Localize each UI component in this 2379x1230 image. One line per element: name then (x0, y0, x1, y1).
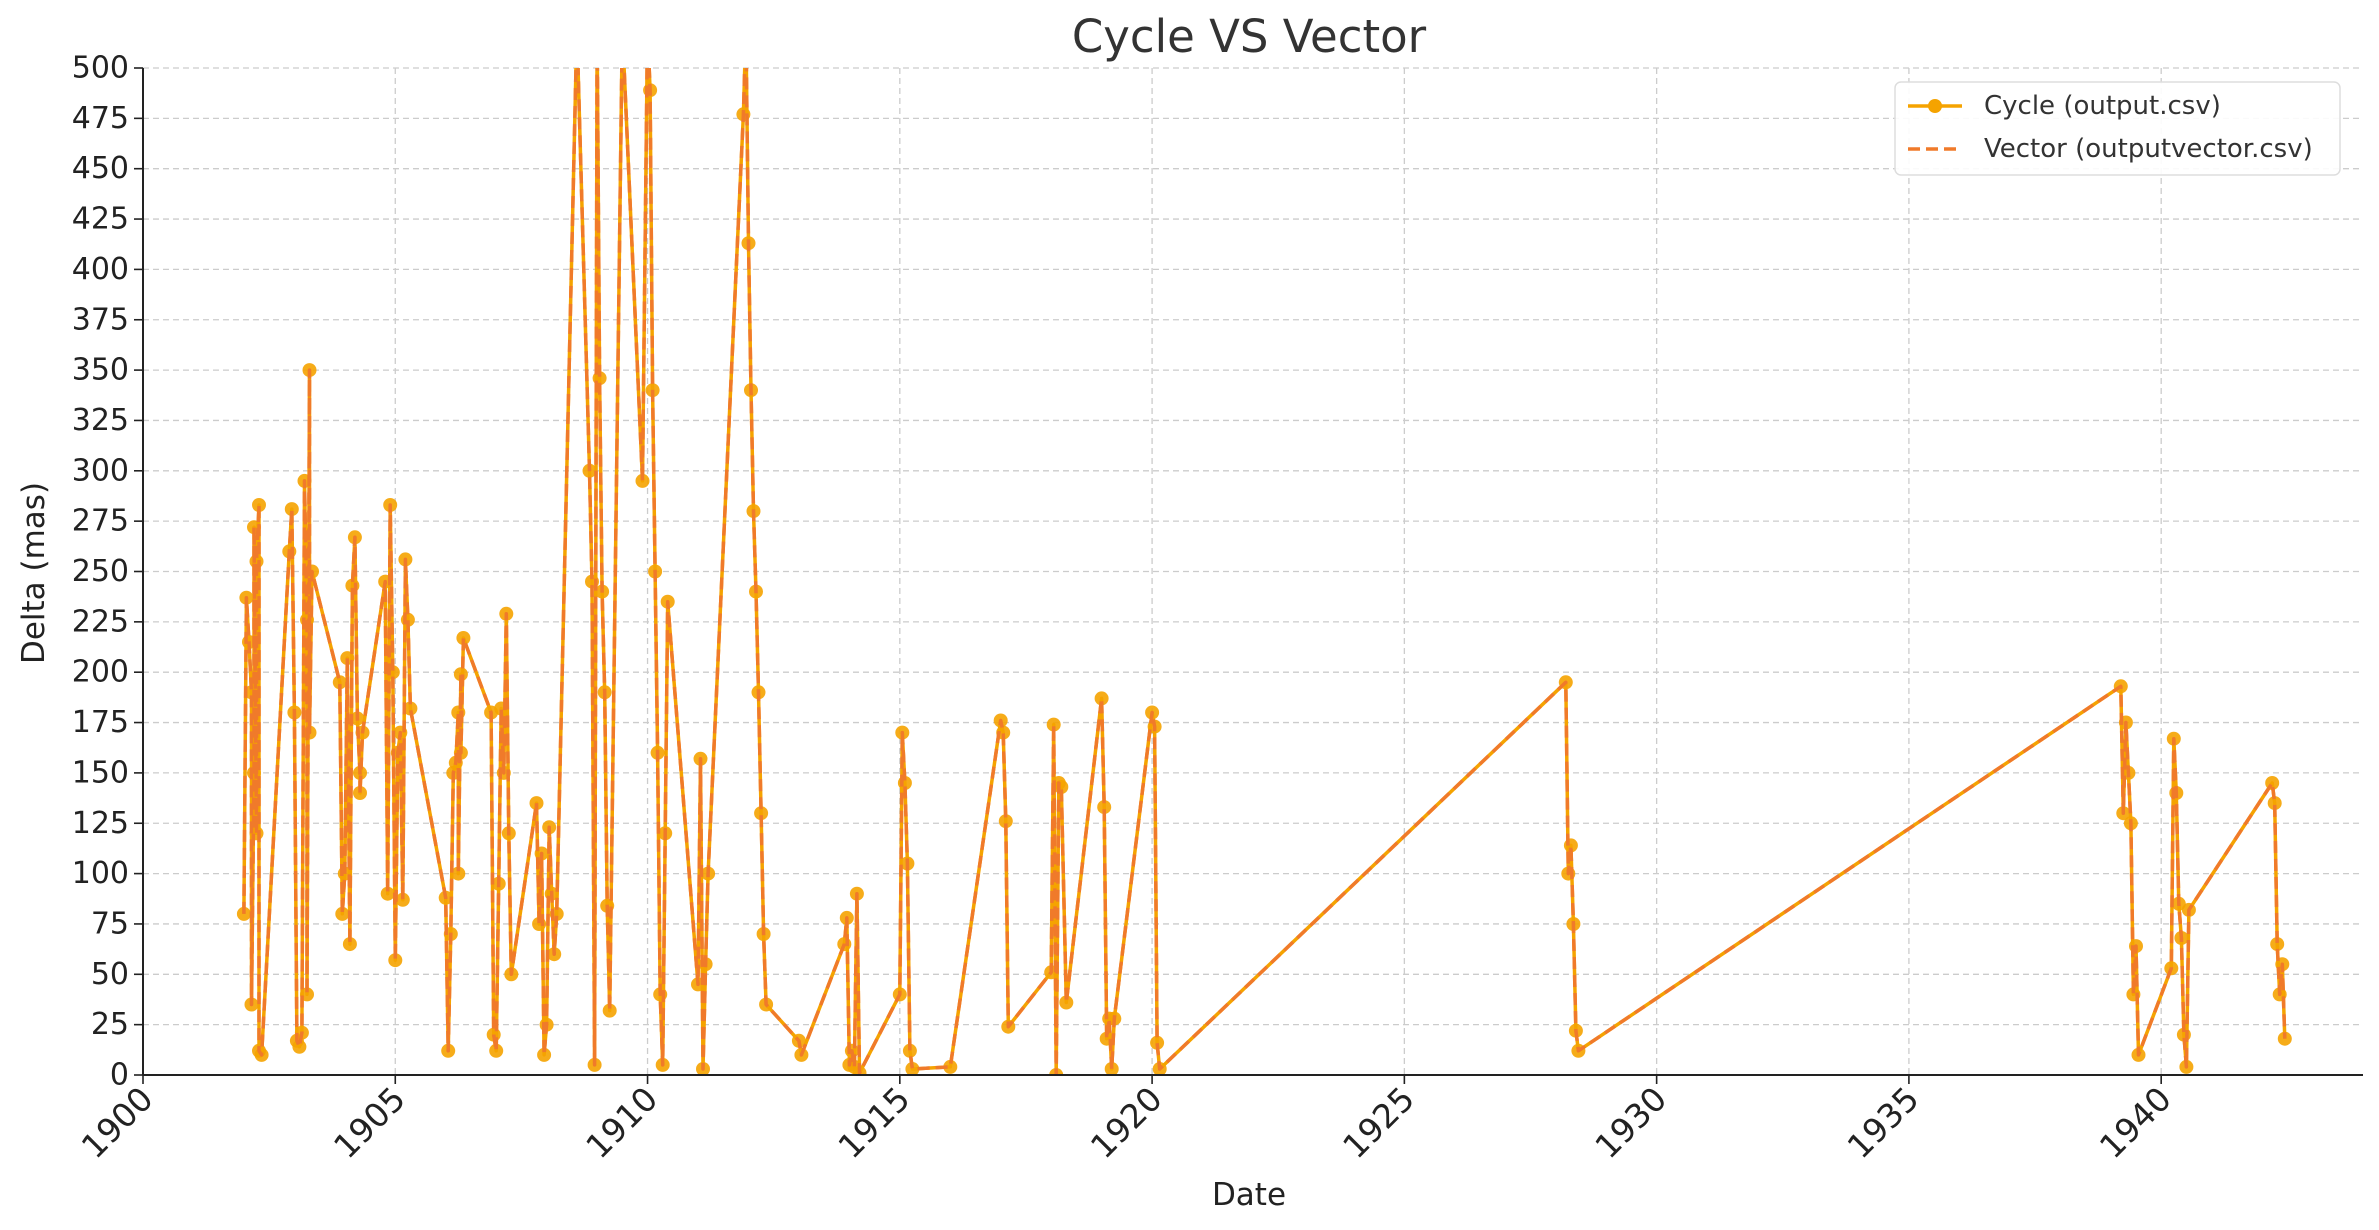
y-tick-label: 175 (72, 705, 129, 740)
cycle-point (1150, 1035, 1165, 1050)
cycle-point (1046, 717, 1061, 732)
cycle-point (537, 1047, 552, 1062)
cycle-point (943, 1059, 958, 1074)
cycle-point (1097, 800, 1112, 815)
cycle-point (380, 886, 395, 901)
cycle-point (489, 1043, 504, 1058)
cycle-point (335, 906, 350, 921)
cycle-point (353, 786, 367, 800)
x-tick-label: 1930 (1587, 1079, 1674, 1166)
y-tick-label: 25 (91, 1007, 129, 1042)
y-tick-label: 50 (91, 957, 129, 992)
legend-box (1894, 81, 2341, 176)
cycle-point (395, 892, 410, 907)
y-tick-label: 425 (72, 202, 129, 237)
cycle-point (342, 937, 357, 952)
legend-cycle-label: Cycle (output.csv) (1984, 91, 2221, 121)
x-tick-label: 1910 (578, 1079, 665, 1166)
cycle-point (252, 498, 266, 512)
y-tick-label: 125 (72, 806, 129, 841)
series-vector-line (242, 68, 2287, 1075)
cycle-point (905, 1062, 920, 1075)
cycle-point (332, 675, 347, 690)
y-tick-label: 225 (72, 604, 129, 639)
cycle-point (754, 806, 769, 821)
legend: Cycle (output.csv) Vector (outputvector.… (1894, 81, 2341, 176)
x-tick-label: 1940 (2092, 1079, 2179, 1166)
cycle-point (902, 1043, 917, 1058)
y-tick-label: 400 (72, 252, 129, 287)
x-tick-label: 1925 (1335, 1079, 1422, 1166)
y-tick-label: 375 (72, 302, 129, 337)
x-axis-label: Date (1212, 1177, 1286, 1213)
y-tick-label: 350 (72, 353, 129, 388)
cycle-point (456, 631, 471, 645)
x-tick-label: 1915 (831, 1079, 918, 1166)
cycle-point (529, 796, 544, 811)
cycle-point (1059, 995, 1074, 1010)
y-tick-label: 450 (72, 151, 129, 186)
series-cycle-line (242, 68, 2287, 1075)
legend-cycle-swatch-marker (1928, 99, 1942, 113)
x-tick-label: 1920 (1083, 1079, 1170, 1166)
cycle-point (451, 866, 466, 881)
y-tick-label: 200 (72, 655, 129, 690)
y-tick-label: 325 (72, 403, 129, 438)
cycle-point (453, 667, 468, 682)
y-tick-label: 75 (91, 906, 129, 941)
cycle-point (284, 502, 299, 517)
y-tick-label: 0 (110, 1058, 129, 1093)
x-tick-label: 1935 (1840, 1079, 1927, 1166)
y-tick-label: 100 (72, 856, 129, 891)
y-tick-label: 475 (72, 101, 129, 136)
y-tick-label: 300 (72, 453, 129, 488)
cycle-point (635, 473, 650, 488)
cycle-point (1094, 691, 1109, 706)
y-axis-label: Delta (mas) (16, 482, 52, 664)
y-tick-label: 500 (72, 51, 129, 86)
cycle-point (292, 1039, 307, 1054)
gridlines (142, 67, 2363, 1076)
y-tick-label: 275 (72, 504, 129, 539)
chart-title: Cycle VS Vector (1072, 10, 1427, 63)
axes: 0 25 50 75 100 125 150 175 200 225 250 275 300 325 350… (72, 51, 2363, 1166)
legend-vector-label: Vector (outputvector.csv) (1984, 134, 2313, 164)
cycle-point (388, 953, 403, 968)
cycle-point (2270, 937, 2285, 952)
cycle-point (2267, 796, 2282, 811)
y-tick-label: 250 (72, 554, 129, 589)
x-tick-label: 1905 (326, 1079, 413, 1166)
y-tick-label: 150 (72, 755, 129, 790)
cycle-point (998, 814, 1013, 829)
cycle-point (602, 1003, 617, 1018)
series-vector (242, 68, 2287, 1075)
series-layer (236, 68, 2292, 1075)
cycle-point (403, 701, 418, 716)
